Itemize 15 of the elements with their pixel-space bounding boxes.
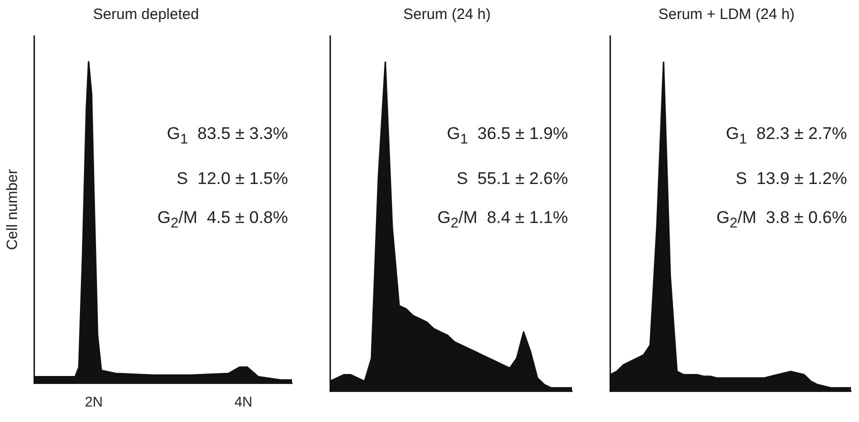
annotation: G$_{2}$/M 8.4 ± 1.1% <box>437 208 568 232</box>
annotation: G$_{2}$/M 4.5 ± 0.8% <box>157 208 288 232</box>
annotation: S 12.0 ± 1.5% <box>176 169 288 188</box>
chart-title: Serum + LDM (24 h) <box>658 6 795 24</box>
annotation: G$_{2}$/M 3.8 ± 0.6% <box>716 208 847 232</box>
annotation: G$_{1}$ 36.5 ± 1.9% <box>446 124 568 148</box>
chart-title: Serum (24 h) <box>403 6 491 24</box>
y-axis-title: Cell number <box>4 169 22 250</box>
annotation: G$_{1}$ 83.5 ± 3.3% <box>166 124 288 148</box>
annotation: S 13.9 ± 1.2% <box>736 169 847 188</box>
chart-title: Serum depleted <box>93 6 199 24</box>
x-tick-label: 4N <box>234 393 252 410</box>
annotation: S 55.1 ± 2.6% <box>456 169 568 188</box>
annotation: G$_{1}$ 82.3 ± 2.7% <box>726 124 847 148</box>
x-tick-label: 2N <box>84 393 103 410</box>
